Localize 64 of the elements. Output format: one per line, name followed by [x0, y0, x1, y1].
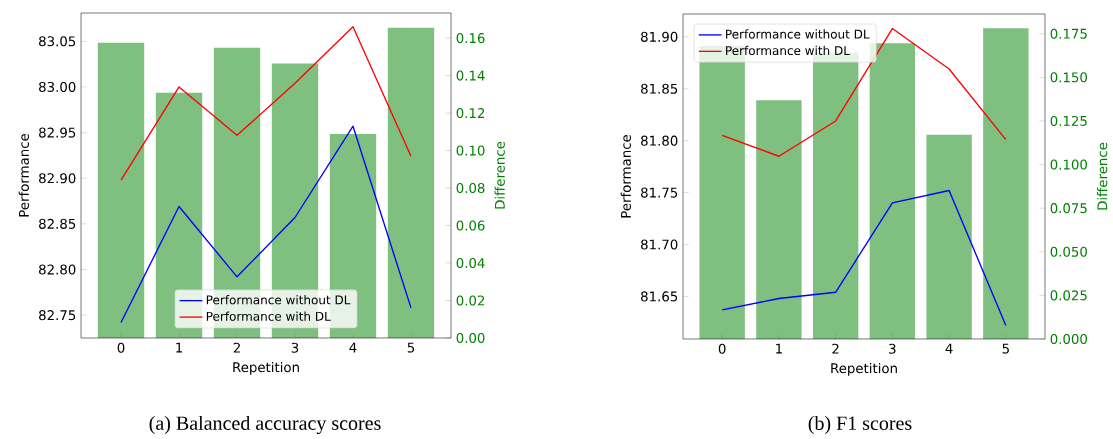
y2-tick-label: 0.150: [1050, 72, 1087, 83]
text: (a) Balanced accuracy scores: [149, 416, 381, 435]
y-tick-label: 82.85: [39, 219, 76, 230]
y-tick-label: 81.85: [641, 83, 678, 95]
y2-tick-label: 0.050: [1050, 246, 1087, 258]
y2-axis-title: Difference: [1097, 143, 1108, 210]
y2-tick-label: 0.025: [1050, 290, 1087, 301]
y-tick-label: 82.80: [39, 264, 76, 275]
x-tick-label: 5: [1002, 343, 1009, 354]
y-tick-label: 81.75: [641, 187, 678, 198]
y2-tick-label: 0.06: [456, 220, 485, 231]
y2-tick-label: 0.12: [456, 108, 485, 119]
x-tick-label: 0: [117, 342, 125, 354]
x-tick-label: 1: [776, 343, 782, 354]
x-tick-label: 1: [176, 342, 183, 353]
bar: [869, 43, 916, 340]
y2-tick-label: 0.00: [456, 333, 485, 344]
y2-tick-label: 0.16: [456, 33, 485, 44]
y2-tick-label: 0.075: [1050, 203, 1087, 214]
y-tick-label: 81.70: [641, 239, 678, 250]
line-series: [120, 26, 412, 181]
y-tick-label: 82.75: [39, 310, 76, 321]
y2-axis-title: Difference: [494, 142, 505, 209]
x-tick-label: 3: [889, 343, 896, 355]
y-tick-label: 81.65: [641, 291, 678, 302]
y-axis-title: Performance: [620, 135, 631, 218]
y2-tick-label: 0.02: [456, 295, 485, 306]
y2-tick-label: 0.08: [456, 183, 485, 194]
text: (b) F1 scores: [808, 416, 912, 435]
legend-label: Performance without DL: [206, 295, 351, 305]
x-axis-title: Repetition: [831, 363, 897, 377]
y-tick-label: 83.05: [39, 36, 76, 47]
x-tick-label: 4: [349, 342, 357, 353]
bar: [387, 28, 435, 339]
y2-tick-label: 0.125: [1050, 116, 1087, 127]
bar: [926, 134, 972, 340]
legend-label: Performance with DL: [206, 311, 331, 322]
legend-label: Performance with DL: [726, 46, 850, 56]
x-tick-label: 4: [945, 343, 953, 354]
bar: [756, 100, 802, 340]
y-tick-label: 81.80: [641, 135, 678, 146]
x-axis-title: Repetition: [233, 362, 299, 376]
y2-tick-label: 0.10: [456, 145, 485, 156]
legend-label: Performance without DL: [726, 29, 870, 39]
line-series: [721, 190, 1007, 327]
x-tick-label: 2: [233, 342, 240, 353]
y-tick-label: 82.95: [39, 127, 76, 138]
bar: [983, 28, 1029, 340]
x-tick-label: 5: [407, 342, 415, 353]
y-tick-label: 83.00: [39, 82, 76, 93]
y2-tick-label: 0.175: [1050, 28, 1087, 39]
y-axis-title: Performance: [18, 134, 29, 217]
bar: [97, 43, 145, 339]
y2-tick-label: 0.04: [456, 258, 485, 269]
y-tick-label: 81.90: [641, 32, 678, 43]
y2-tick-label: 0.14: [456, 70, 485, 81]
x-tick-label: 0: [718, 343, 726, 355]
x-tick-label: 2: [832, 343, 839, 354]
y2-tick-label: 0.100: [1050, 159, 1087, 170]
y-tick-label: 82.90: [39, 173, 76, 184]
line-series: [120, 125, 412, 324]
y2-tick-label: 0.000: [1050, 334, 1087, 345]
x-tick-label: 3: [291, 342, 299, 354]
line-series: [721, 28, 1007, 158]
